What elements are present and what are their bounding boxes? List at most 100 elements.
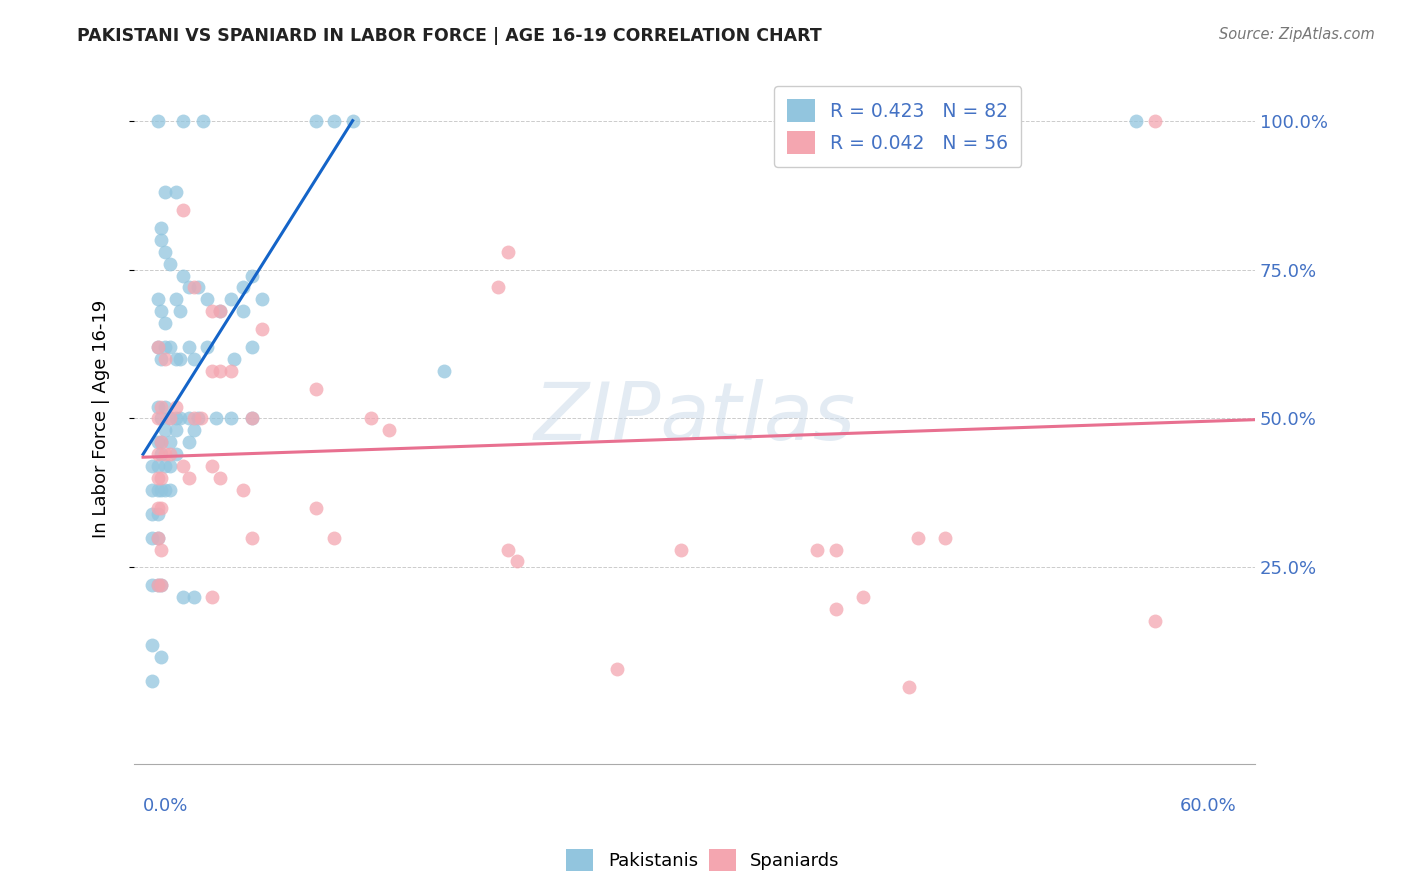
Point bbox=[496, 244, 519, 259]
Point bbox=[183, 411, 205, 425]
Point bbox=[360, 411, 382, 425]
Point bbox=[153, 340, 176, 354]
Point bbox=[606, 662, 628, 676]
Point bbox=[824, 602, 846, 616]
Point bbox=[146, 435, 169, 450]
Point bbox=[169, 411, 191, 425]
Point bbox=[150, 400, 173, 414]
Point bbox=[153, 400, 176, 414]
Point bbox=[242, 411, 264, 425]
Point bbox=[153, 316, 176, 330]
Point bbox=[159, 411, 181, 425]
Point bbox=[219, 293, 242, 307]
Point bbox=[150, 220, 173, 235]
Text: PAKISTANI VS SPANIARD IN LABOR FORCE | AGE 16-19 CORRELATION CHART: PAKISTANI VS SPANIARD IN LABOR FORCE | A… bbox=[77, 27, 823, 45]
Point bbox=[907, 531, 929, 545]
Point bbox=[169, 351, 191, 366]
Point bbox=[897, 680, 920, 694]
Point bbox=[159, 447, 181, 461]
Point bbox=[172, 591, 194, 605]
Point bbox=[150, 233, 173, 247]
Point bbox=[150, 447, 173, 461]
Point bbox=[146, 531, 169, 545]
Point bbox=[146, 471, 169, 485]
Point bbox=[177, 471, 200, 485]
Point bbox=[232, 483, 254, 497]
Point bbox=[165, 185, 187, 199]
Point bbox=[146, 500, 169, 515]
Point bbox=[172, 459, 194, 474]
Point bbox=[934, 531, 956, 545]
Point bbox=[153, 447, 176, 461]
Point bbox=[242, 340, 264, 354]
Point bbox=[150, 578, 173, 592]
Point bbox=[150, 483, 173, 497]
Point bbox=[141, 507, 163, 521]
Point bbox=[242, 531, 264, 545]
Point bbox=[242, 411, 264, 425]
Point bbox=[141, 638, 163, 652]
Point bbox=[177, 435, 200, 450]
Point bbox=[146, 447, 169, 461]
Point bbox=[323, 113, 346, 128]
Point bbox=[153, 185, 176, 199]
Point bbox=[165, 447, 187, 461]
Point bbox=[183, 351, 205, 366]
Point bbox=[208, 364, 231, 378]
Point bbox=[824, 542, 846, 557]
Point bbox=[1143, 113, 1166, 128]
Point bbox=[250, 293, 273, 307]
Point bbox=[219, 411, 242, 425]
Point bbox=[232, 280, 254, 294]
Point bbox=[201, 459, 224, 474]
Point bbox=[177, 280, 200, 294]
Point bbox=[153, 483, 176, 497]
Point bbox=[141, 531, 163, 545]
Legend: R = 0.423   N = 82, R = 0.042   N = 56: R = 0.423 N = 82, R = 0.042 N = 56 bbox=[773, 86, 1021, 167]
Point bbox=[146, 400, 169, 414]
Point bbox=[146, 293, 169, 307]
Point bbox=[208, 304, 231, 318]
Point bbox=[183, 280, 205, 294]
Point bbox=[305, 382, 328, 396]
Point bbox=[141, 673, 163, 688]
Point bbox=[669, 542, 692, 557]
Point bbox=[505, 554, 527, 568]
Point bbox=[496, 542, 519, 557]
Point bbox=[172, 268, 194, 283]
Point bbox=[1125, 113, 1147, 128]
Text: Source: ZipAtlas.com: Source: ZipAtlas.com bbox=[1219, 27, 1375, 42]
Point bbox=[165, 293, 187, 307]
Point bbox=[165, 424, 187, 438]
Point bbox=[201, 304, 224, 318]
Point bbox=[159, 435, 181, 450]
Point bbox=[219, 364, 242, 378]
Point bbox=[201, 591, 224, 605]
Point bbox=[150, 471, 173, 485]
Legend: Pakistanis, Spaniards: Pakistanis, Spaniards bbox=[560, 842, 846, 879]
Point bbox=[169, 304, 191, 318]
Point bbox=[232, 304, 254, 318]
Point bbox=[146, 483, 169, 497]
Point bbox=[150, 411, 173, 425]
Point bbox=[146, 340, 169, 354]
Point bbox=[183, 591, 205, 605]
Y-axis label: In Labor Force | Age 16-19: In Labor Force | Age 16-19 bbox=[93, 300, 110, 538]
Point bbox=[141, 578, 163, 592]
Point bbox=[153, 459, 176, 474]
Point bbox=[488, 280, 510, 294]
Point bbox=[187, 280, 209, 294]
Point bbox=[177, 340, 200, 354]
Point bbox=[183, 424, 205, 438]
Point bbox=[323, 531, 346, 545]
Point bbox=[242, 268, 264, 283]
Point bbox=[852, 591, 875, 605]
Point bbox=[146, 459, 169, 474]
Point bbox=[150, 542, 173, 557]
Point bbox=[195, 340, 218, 354]
Point bbox=[806, 542, 828, 557]
Point bbox=[305, 500, 328, 515]
Point bbox=[165, 411, 187, 425]
Point bbox=[187, 411, 209, 425]
Point bbox=[305, 113, 328, 128]
